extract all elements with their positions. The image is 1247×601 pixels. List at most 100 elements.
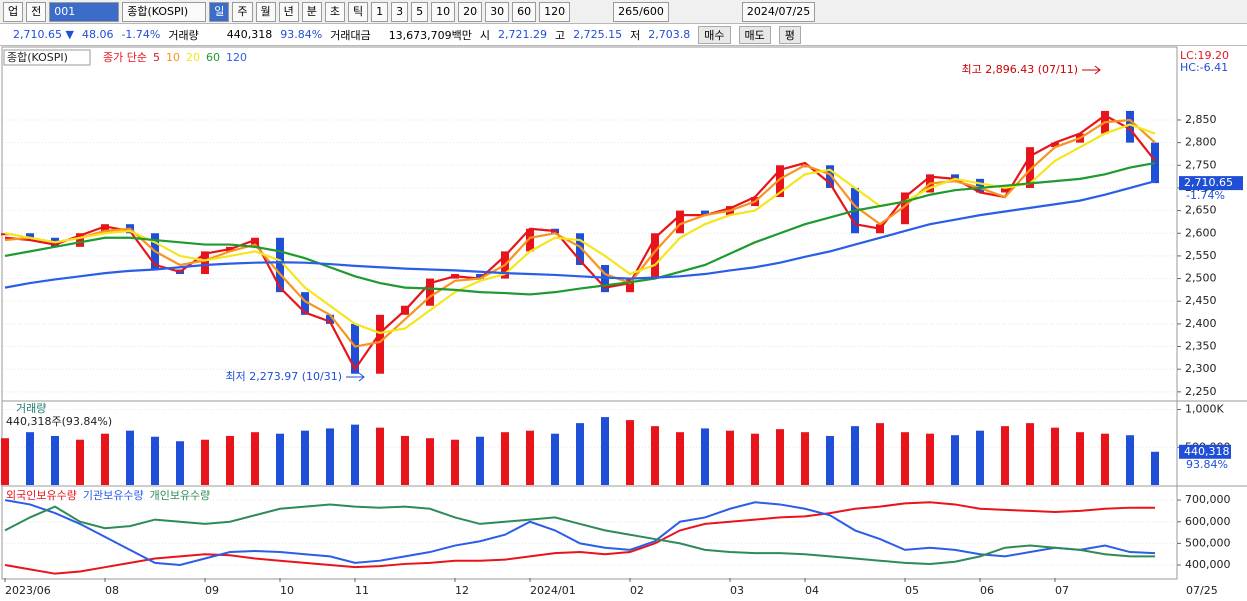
x-tick-label: 10 — [280, 584, 294, 597]
date-field[interactable]: 2024/07/25 — [741, 1, 816, 22]
candle — [326, 314, 334, 324]
volume-box — [1179, 444, 1231, 459]
volume-bar — [801, 432, 809, 485]
x-end-label: 07/25 — [1186, 584, 1218, 597]
legend-entry: 개인보유수량 — [150, 489, 211, 502]
y-tick-label: 2,550 — [1185, 249, 1217, 262]
chart-label: 종합(KOSPI) — [7, 51, 68, 64]
volume-bar — [476, 436, 484, 485]
candle — [901, 192, 909, 225]
count-field[interactable]: 265/600 — [613, 1, 669, 22]
volume-bar — [351, 424, 359, 485]
buy-button[interactable]: 매수 — [698, 25, 731, 44]
period-button[interactable]: 일 — [209, 1, 230, 22]
period-button[interactable]: 초 — [324, 1, 345, 22]
interval-button[interactable]: 10 — [431, 1, 456, 22]
annotation: 최저 2,273.97 (10/31) — [225, 370, 342, 383]
legend-entry: 20 — [186, 51, 200, 64]
legend-entry: 5 — [153, 51, 160, 64]
candle — [1026, 147, 1034, 188]
volume-bar — [101, 433, 109, 485]
label: 거래대금 — [330, 28, 371, 42]
high: 2,725.15 — [573, 28, 623, 41]
change: 48.06 — [81, 28, 114, 41]
candle — [101, 224, 109, 234]
volume-bar — [851, 426, 859, 485]
volume-bar — [976, 430, 984, 485]
series-line — [4, 123, 1156, 335]
code-input[interactable]: 001 — [49, 1, 120, 22]
interval-button[interactable]: 20 — [458, 1, 483, 22]
y-tick-label: 2,250 — [1185, 385, 1217, 398]
interval-button[interactable]: 30 — [485, 1, 510, 22]
candle — [951, 174, 959, 179]
interval-button[interactable]: 120 — [539, 1, 571, 22]
volume-bar — [551, 433, 559, 485]
y-tick-label: 2,450 — [1185, 294, 1217, 307]
volume-bar — [876, 423, 884, 485]
volume-bar — [26, 432, 34, 485]
label: 저 — [630, 28, 641, 42]
volume-bar — [601, 417, 609, 485]
volume-bar — [1001, 426, 1009, 485]
x-tick-label: 11 — [355, 584, 369, 597]
avg-button[interactable]: 평 — [778, 25, 801, 44]
candle — [976, 178, 984, 193]
volume-bar — [1101, 433, 1109, 485]
candle — [1126, 110, 1134, 143]
interval-button[interactable]: 60 — [512, 1, 537, 22]
all-button[interactable]: 전 — [26, 1, 47, 22]
sell-button[interactable]: 매도 — [738, 25, 771, 44]
x-tick-label: 05 — [905, 584, 919, 597]
volume-bar — [76, 439, 84, 485]
volume-bar — [426, 438, 434, 485]
volume-bar — [176, 441, 184, 485]
toolbar: 업 전 001 종합(KOSPI) 일 주 월 년 분 초 틱 1 3 5 10… — [0, 0, 1247, 24]
period-button[interactable]: 년 — [278, 1, 299, 22]
volume-bar — [151, 436, 159, 485]
volume-bar — [1126, 435, 1134, 485]
series-line — [4, 499, 1156, 567]
candle — [26, 233, 34, 238]
interval-button[interactable]: 1 — [371, 1, 389, 22]
period-button[interactable]: 주 — [232, 1, 253, 22]
candle — [676, 210, 684, 234]
y-tick-label: 1,000K — [1185, 403, 1224, 416]
market-select[interactable]: 업 — [3, 1, 24, 22]
volume-bar — [726, 430, 734, 485]
label: 시 — [479, 28, 491, 42]
legend-entry: 120 — [226, 51, 247, 64]
low: 2,703.8 — [648, 28, 691, 41]
interval-button[interactable]: 3 — [391, 1, 409, 22]
volume-bar — [401, 435, 409, 485]
y-tick-label: 2,400 — [1185, 317, 1217, 330]
candle — [351, 323, 359, 374]
series-line — [4, 161, 1156, 296]
candle — [426, 278, 434, 306]
legend-entry: 60 — [206, 51, 220, 64]
annotation: 최고 2,896.43 (07/11) — [961, 63, 1078, 76]
period-button[interactable]: 분 — [301, 1, 322, 22]
candle — [626, 278, 634, 293]
interval-button[interactable]: 5 — [411, 1, 429, 22]
volume: 440,318 — [226, 28, 273, 41]
period-button[interactable]: 틱 — [348, 1, 369, 22]
volume-bar — [251, 432, 259, 485]
volume-bar — [501, 432, 509, 485]
x-tick-label: 08 — [105, 584, 119, 597]
candle — [1001, 187, 1009, 193]
subtitle: 440,318주(93.84%) — [6, 415, 112, 428]
y-tick-label: 2,750 — [1185, 158, 1217, 171]
x-tick-label: 03 — [730, 584, 744, 597]
arrow — [346, 372, 365, 382]
name-field[interactable]: 종합(KOSPI) — [122, 1, 207, 22]
candle — [301, 292, 309, 315]
period-button[interactable]: 월 — [255, 1, 276, 22]
amount: 13,673,709백만 — [388, 28, 472, 42]
volume-bar — [1, 438, 9, 485]
volume-bar — [951, 435, 959, 485]
volume-bar — [701, 428, 709, 485]
volume-bar — [201, 439, 209, 485]
volume-bar — [276, 433, 284, 485]
